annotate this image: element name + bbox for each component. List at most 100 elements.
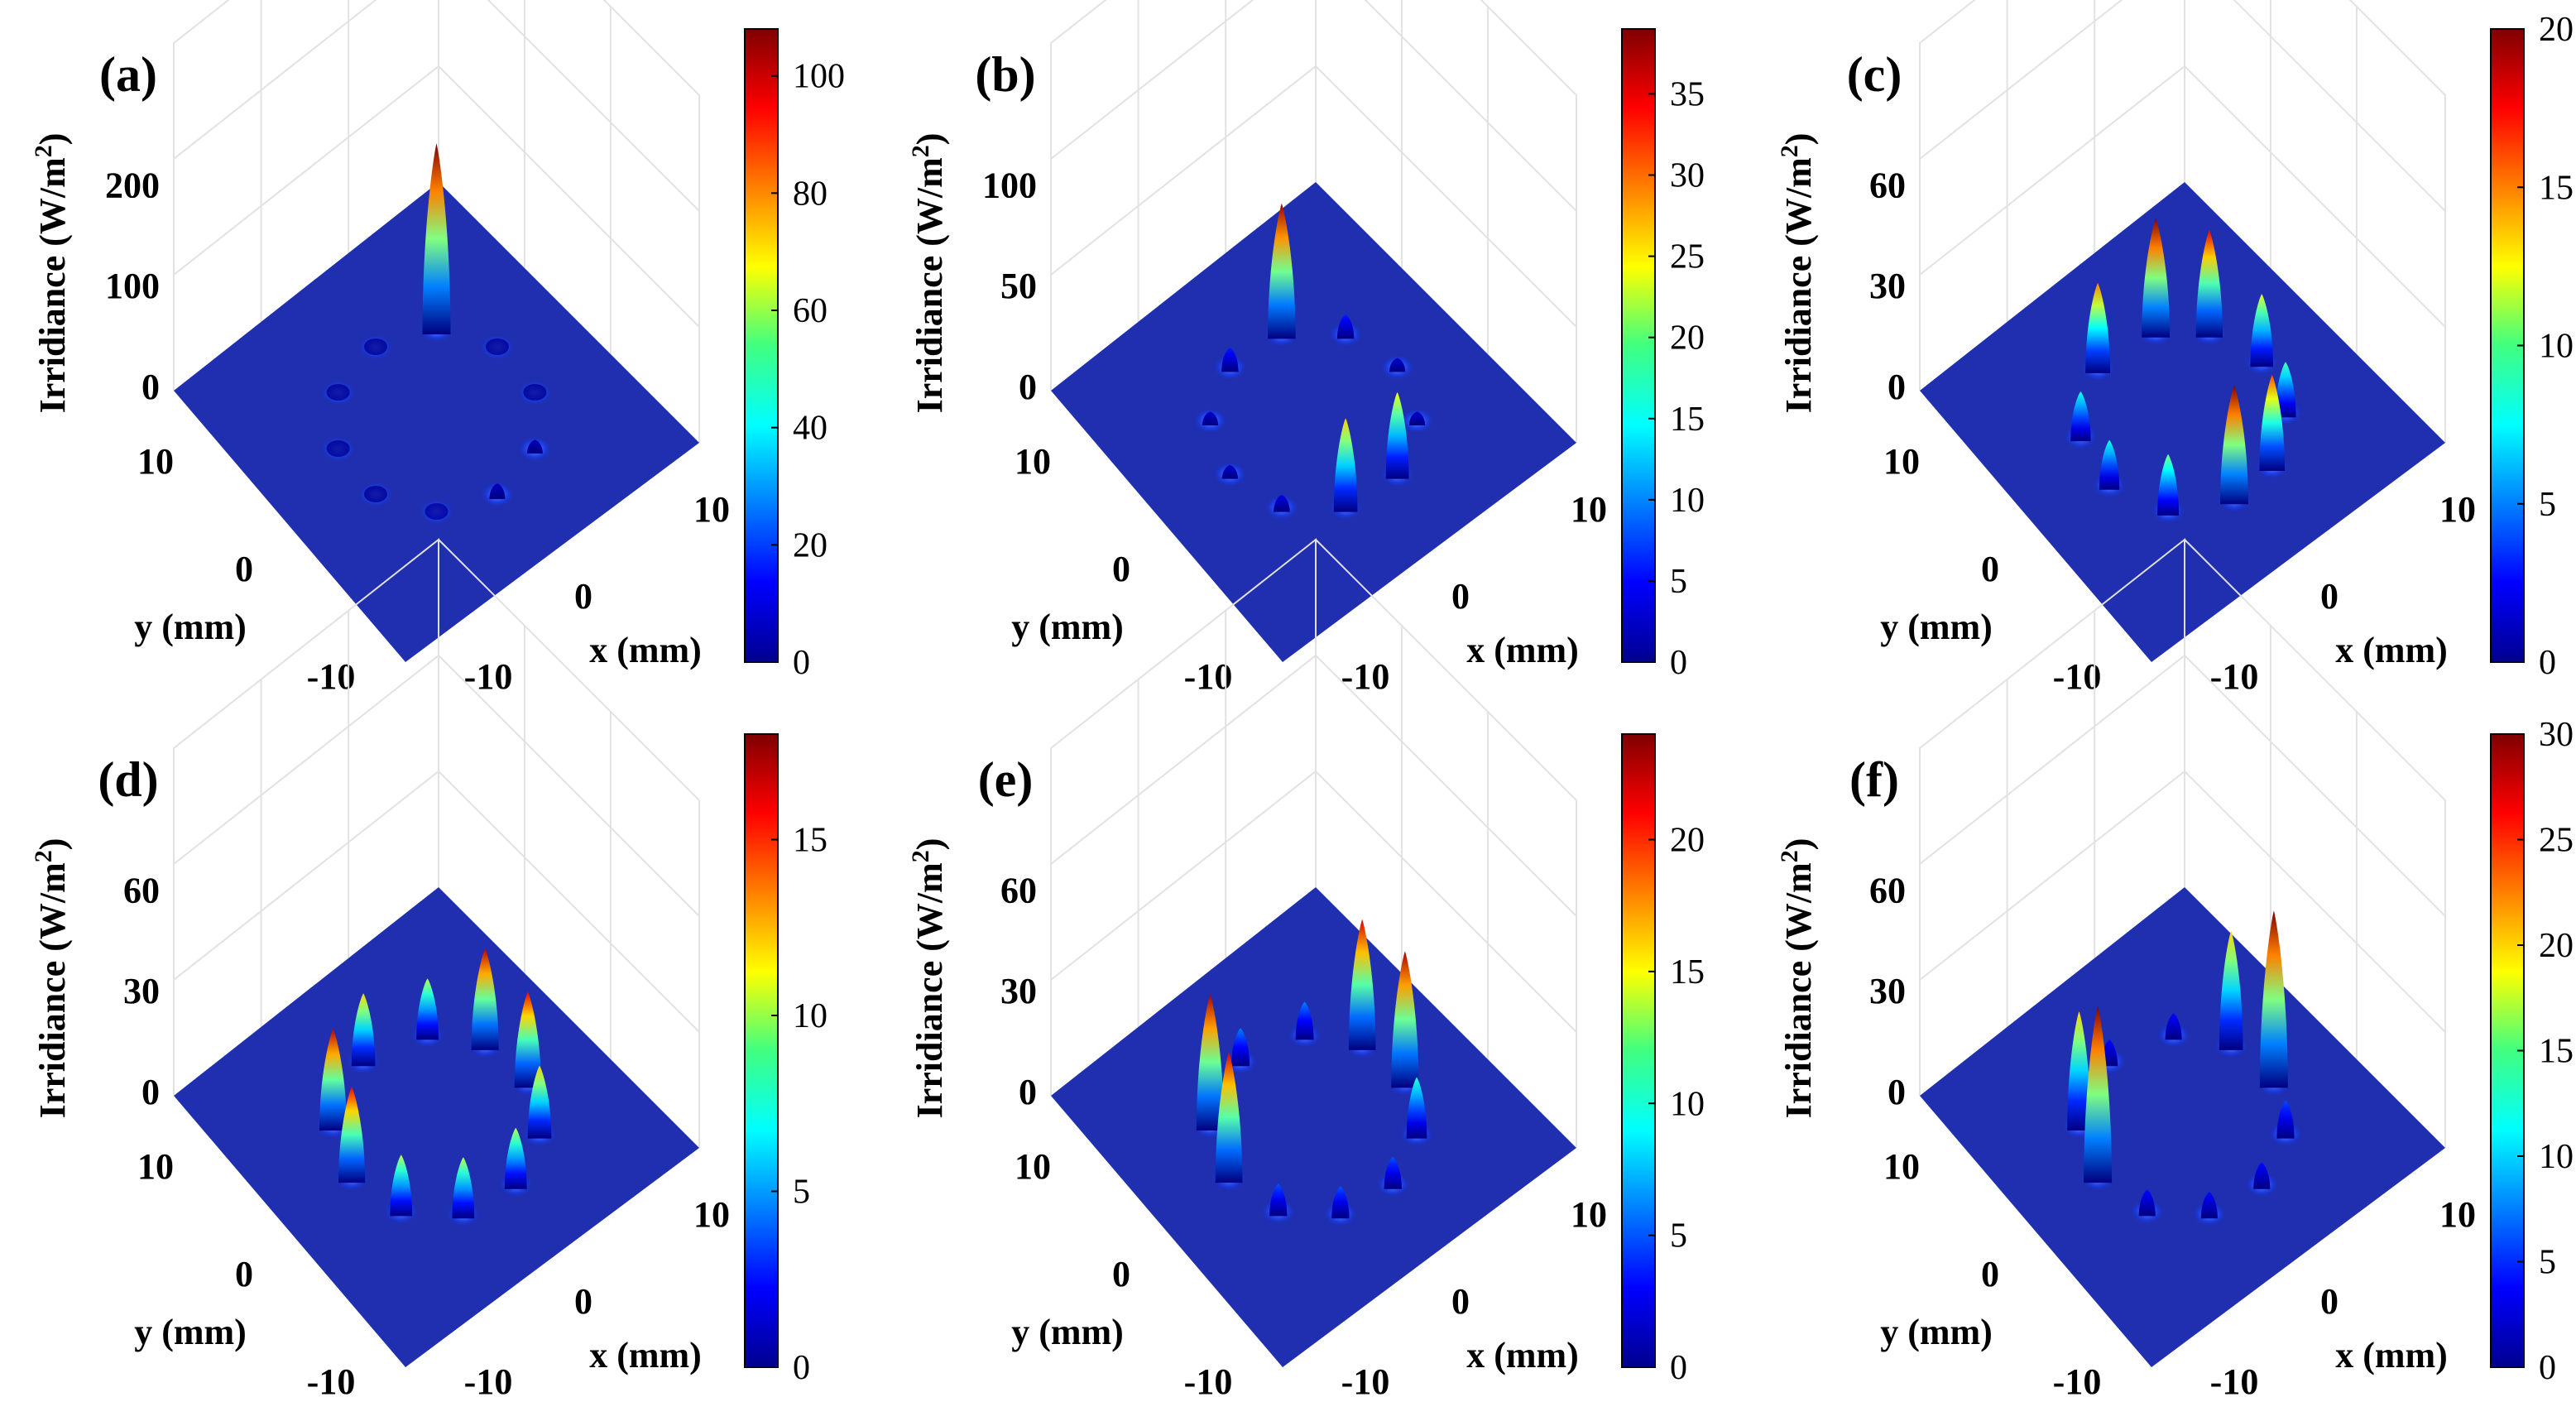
peak <box>321 382 355 407</box>
peak <box>1212 1052 1246 1193</box>
y-tick-label: 0 <box>235 549 253 589</box>
peak <box>518 382 552 407</box>
colorbar-tick-label: 0 <box>2539 644 2556 682</box>
colorbar-tick-label: 15 <box>793 822 827 860</box>
box-wireframe <box>1050 0 1577 443</box>
z-tick-label: 30 <box>1869 266 1906 306</box>
peak <box>499 1127 533 1198</box>
x-tick-label: 0 <box>2320 1281 2339 1322</box>
x-axis-title: x (mm) <box>2335 1335 2448 1375</box>
peak <box>1264 203 1298 348</box>
colorbar-tick-label: 5 <box>793 1174 810 1212</box>
colorbar-tick-label: 5 <box>2539 486 2556 524</box>
peak <box>359 336 393 362</box>
colorbar-tick-label: 10 <box>2539 328 2574 366</box>
peak <box>2269 1100 2303 1148</box>
peak <box>2192 229 2226 347</box>
colorbar-tick-label: 5 <box>2539 1244 2556 1282</box>
colorbar-tick-label: 80 <box>793 175 827 213</box>
peak <box>2081 282 2115 382</box>
x-tick-label: 0 <box>1451 1281 1470 1322</box>
colorbar-tick-label: 25 <box>1670 238 1705 276</box>
z-tick-label: 60 <box>1869 870 1906 910</box>
z-tick-label: 100 <box>982 165 1037 205</box>
z-tick-label: 0 <box>1019 1072 1037 1112</box>
x-tick-label: -10 <box>2210 1361 2259 1402</box>
z-tick-label: 0 <box>1888 1072 1906 1112</box>
z-axis-title: Irridiance (W/m2) <box>30 838 74 1119</box>
peak <box>1213 463 1247 488</box>
panel-label: (d) <box>98 752 158 807</box>
peak <box>1213 348 1247 382</box>
z-tick-label: 60 <box>123 870 160 910</box>
colorbar-tick-label: 40 <box>793 410 827 448</box>
colorbar <box>744 28 779 663</box>
z-tick-label: 0 <box>1019 367 1037 407</box>
peak <box>1376 1156 1410 1198</box>
y-tick-label: 0 <box>1981 549 1999 589</box>
y-axis-title: y (mm) <box>1880 607 1993 647</box>
x-axis-title: x (mm) <box>1466 1335 1579 1375</box>
surface-floor <box>174 887 699 1367</box>
y-tick-label: 10 <box>137 1146 174 1187</box>
peak <box>2151 454 2185 525</box>
colorbar-tick-label: 5 <box>1670 563 1687 601</box>
x-tick-label: 0 <box>2320 576 2339 617</box>
peak <box>2192 1192 2226 1228</box>
z-axis-title: Irridiance (W/m2) <box>907 838 951 1119</box>
x-tick-label: -10 <box>464 656 513 697</box>
colorbar-tick-label: 20 <box>2539 11 2574 49</box>
x-tick-label: 10 <box>693 489 730 530</box>
y-tick-label: 0 <box>1981 1254 1999 1294</box>
peak <box>1380 391 1414 488</box>
z-tick-label: 60 <box>1869 165 1906 205</box>
z-axis-title: Irridiance (W/m2) <box>30 133 74 414</box>
peak <box>2064 391 2098 451</box>
y-axis-title: y (mm) <box>1880 1312 1993 1352</box>
z-axis-title: Irridiance (W/m2) <box>1776 133 1820 414</box>
y-tick-label: -10 <box>1184 1361 1233 1402</box>
y-tick-label: -10 <box>2053 656 2102 697</box>
panel-label: (a) <box>99 47 157 102</box>
colorbar <box>2490 28 2525 663</box>
peak <box>420 143 453 343</box>
z-tick-label: 30 <box>1000 971 1037 1011</box>
colorbar <box>1621 733 1656 1368</box>
z-tick-label: 50 <box>1000 266 1037 306</box>
peak <box>480 482 514 508</box>
z-tick-label: 100 <box>105 266 160 306</box>
box-wireframe <box>1919 537 2446 1148</box>
y-tick-label: 10 <box>1015 441 1051 482</box>
y-axis-title: y (mm) <box>1011 607 1124 647</box>
panel-label: (f) <box>1849 752 1899 807</box>
box-wireframe <box>1050 537 1577 1148</box>
x-tick-label: -10 <box>1341 656 1390 697</box>
x-axis-title: x (mm) <box>589 1335 702 1375</box>
panel-label: (c) <box>1847 47 1902 102</box>
colorbar-tick-label: 20 <box>793 526 827 564</box>
peak <box>2245 1162 2279 1198</box>
y-tick-label: 10 <box>1883 1146 1920 1187</box>
colorbar-tick-label: 20 <box>1670 822 1705 860</box>
colorbar-tick-label: 15 <box>1670 953 1705 991</box>
peak <box>2245 294 2279 377</box>
z-tick-label: 30 <box>1869 971 1906 1011</box>
peak <box>1380 356 1414 382</box>
colorbar-tick-label: 0 <box>793 1349 810 1387</box>
peak <box>1264 494 1298 521</box>
colorbar-tick-label: 100 <box>793 58 845 96</box>
colorbar-tick-label: 15 <box>2539 169 2574 207</box>
y-axis-title: y (mm) <box>1011 1312 1124 1352</box>
colorbar-tick-label: 20 <box>2539 927 2574 965</box>
colorbar-tick-label: 10 <box>793 997 827 1035</box>
x-tick-label: 0 <box>574 1281 592 1322</box>
peak <box>2081 1006 2115 1193</box>
peak <box>321 437 355 463</box>
y-axis-title: y (mm) <box>134 1312 247 1352</box>
x-tick-label: -10 <box>464 1361 513 1402</box>
colorbar-tick-label: 35 <box>1670 75 1705 113</box>
peak <box>468 948 502 1059</box>
peak <box>335 1087 369 1193</box>
